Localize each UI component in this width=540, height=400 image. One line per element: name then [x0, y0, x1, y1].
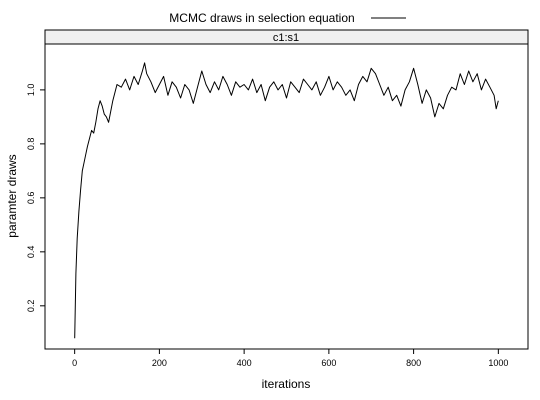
y-axis-label: paramter draws — [5, 154, 19, 237]
plot-frame — [44, 43, 529, 350]
legend-label: MCMC draws in selection equation — [169, 11, 354, 25]
x-tick-label: 400 — [237, 358, 252, 368]
y-tick-label: 0.4 — [26, 246, 36, 259]
x-tick-label: 200 — [152, 358, 167, 368]
y-tick-label: 0.8 — [26, 138, 36, 151]
y-tick-label: 0.2 — [26, 300, 36, 313]
y-axis: 0.2 0.4 0.6 0.8 1.0 — [26, 84, 45, 312]
x-tick-label: 0 — [72, 358, 77, 368]
x-tick-label: 600 — [321, 358, 336, 368]
y-tick-label: 1.0 — [26, 84, 36, 97]
x-tick-label: 1000 — [488, 358, 508, 368]
panel-strip-label: c1:s1 — [273, 32, 299, 44]
series-group — [74, 62, 499, 339]
y-tick-label: 0.6 — [26, 192, 36, 205]
x-tick-label: 800 — [406, 358, 421, 368]
series-line-0 — [74, 62, 499, 339]
x-axis: 0 200 400 600 800 1000 — [72, 349, 508, 368]
x-axis-label: iterations — [262, 377, 311, 391]
